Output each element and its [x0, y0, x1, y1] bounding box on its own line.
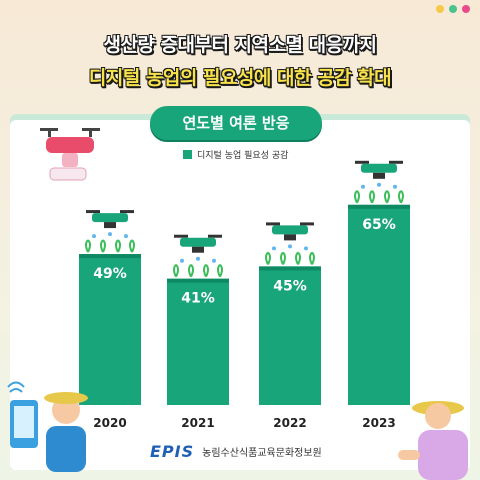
category-label: 2021 [181, 416, 214, 430]
panel-title: 연도별 여론 반응 [150, 106, 322, 140]
bar-2020 [79, 254, 141, 405]
category-label: 2023 [362, 416, 395, 430]
legend: 디지털 농업 필요성 공감 [183, 148, 288, 161]
green-dot-icon [449, 5, 457, 13]
value-label: 65% [362, 217, 396, 233]
bar-top-edge [79, 254, 141, 259]
drone-sprout-icon [265, 222, 315, 265]
farmer-with-tablet-icon [7, 381, 88, 472]
value-label: 41% [181, 291, 215, 307]
pink-dot-icon [462, 5, 470, 13]
legend-swatch [183, 150, 192, 159]
bar-2022 [259, 266, 321, 405]
epis-logo: EPIS [150, 442, 195, 461]
value-label: 49% [93, 266, 127, 282]
bar-2023 [348, 204, 410, 405]
bar-2021 [167, 278, 229, 405]
drone-sprout-icon [354, 160, 404, 204]
window-dots [436, 5, 470, 13]
bar-top-edge [259, 266, 321, 271]
farmer-with-hat-icon [398, 401, 468, 480]
headline-line-2: 디지털 농업의 필요성에 대한 공감 확대 [88, 67, 392, 89]
category-label: 2022 [273, 416, 306, 430]
bar-top-edge [348, 204, 410, 209]
yellow-dot-icon [436, 5, 444, 13]
drone-icon [40, 128, 100, 181]
legend-label: 디지털 농업 필요성 공감 [197, 151, 289, 161]
footer: EPIS 농림수산식품교육문화정보원 [150, 442, 322, 461]
organization-name: 농림수산식품교육문화정보원 [202, 448, 322, 459]
drone-sprout-icon [85, 210, 135, 253]
bar-top-edge [167, 278, 229, 283]
drone-sprout-icon [173, 234, 223, 278]
headline-line-1: 생산량 증대부터 지역소멸 대응까지 [103, 34, 377, 56]
value-label: 45% [273, 278, 307, 294]
category-label: 2020 [93, 416, 126, 430]
